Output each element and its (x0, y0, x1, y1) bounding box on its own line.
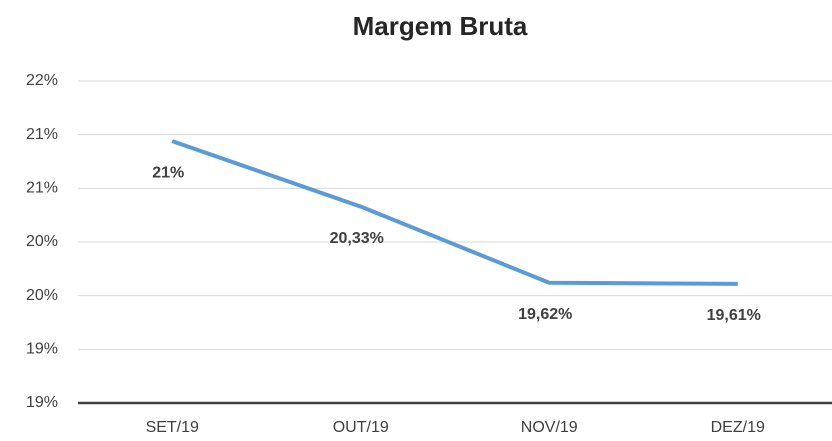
y-tick-label: 21% (26, 180, 58, 197)
line (171, 139, 738, 286)
y-tick-label: 20% (26, 233, 58, 250)
chart-title: Margem Bruta (353, 11, 528, 41)
data-label: 19,62% (518, 306, 572, 323)
y-tick-label: 20% (26, 287, 58, 304)
y-tick-label: 19% (26, 394, 58, 411)
y-tick-label: 21% (26, 126, 58, 143)
x-tick-label: DEZ/19 (711, 419, 765, 436)
x-tick-label: SET/19 (146, 419, 199, 436)
data-label: 21% (152, 164, 184, 181)
y-tick-label: 22% (26, 72, 58, 89)
x-tick-label: NOV/19 (521, 419, 578, 436)
data-label: 20,33% (330, 230, 384, 247)
y-tick-label: 19% (26, 341, 58, 358)
data-label: 19,61% (707, 307, 761, 324)
x-tick-label: OUT/19 (333, 419, 389, 436)
